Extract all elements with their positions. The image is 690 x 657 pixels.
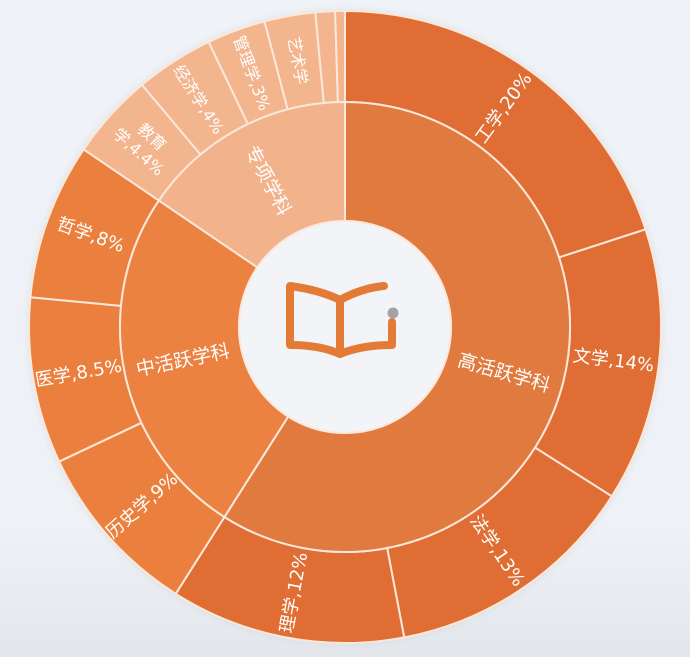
inner-ring [119,100,571,553]
center-circle [238,220,452,434]
center-hub [238,220,452,434]
outer-ring [28,9,662,644]
outer-slice-13 [334,9,346,104]
book-icon-dot [387,307,399,319]
book-icon [286,282,396,358]
